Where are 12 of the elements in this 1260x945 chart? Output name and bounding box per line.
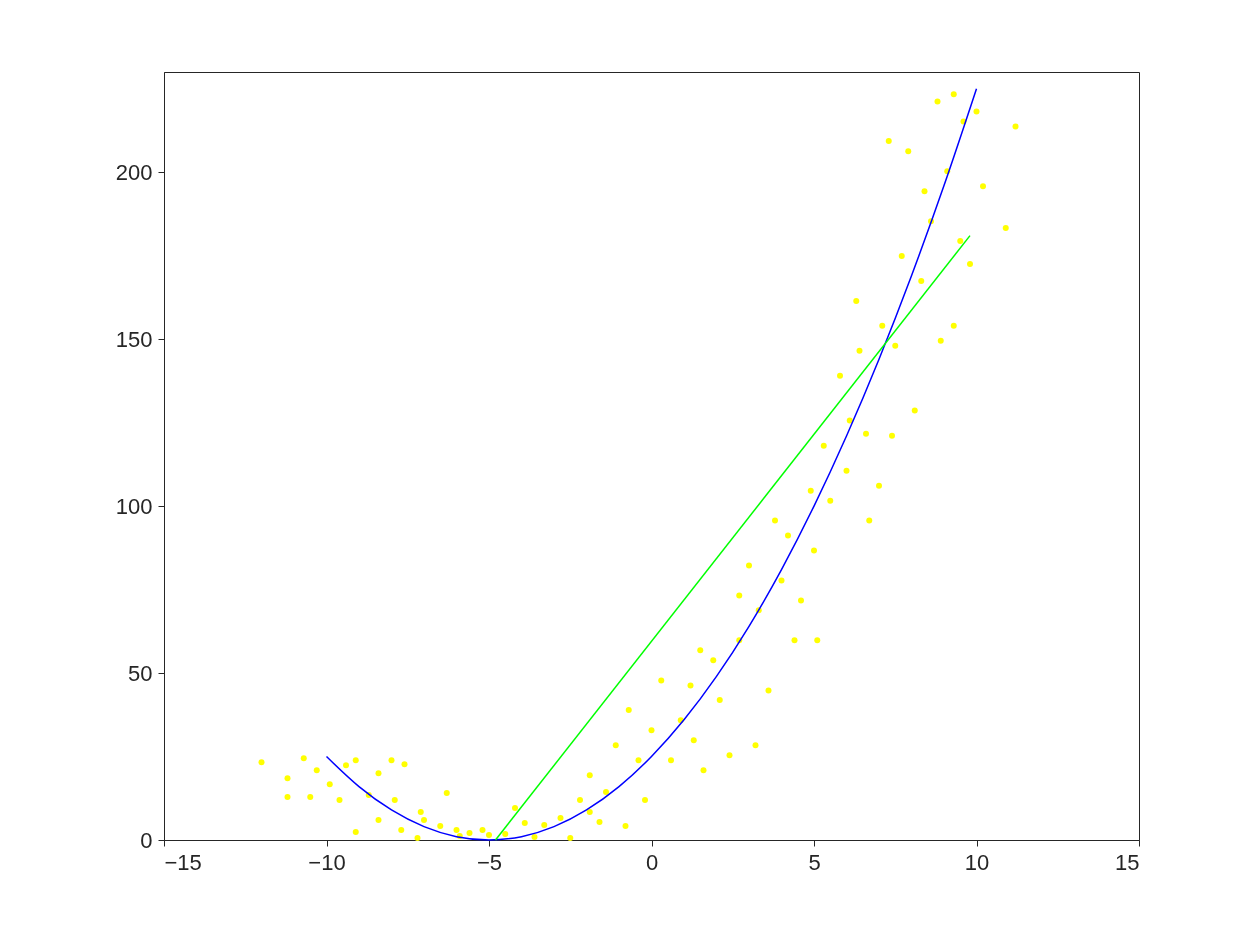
x-tick-label: −15 (164, 849, 202, 875)
y-tick-label: 0 (140, 827, 153, 853)
y-tick-label: 200 (115, 159, 153, 185)
x-tick-label: −10 (308, 849, 346, 875)
y-tick-label: 100 (115, 493, 153, 519)
x-tick-label: 10 (964, 849, 990, 875)
x-tick-label: −5 (476, 849, 503, 875)
x-tick-label: 5 (808, 849, 821, 875)
x-tick-label: 15 (1115, 849, 1140, 875)
x-tick-label: 0 (645, 849, 659, 875)
y-tick-label: 150 (115, 326, 153, 352)
y-tick-label: 50 (128, 660, 153, 686)
